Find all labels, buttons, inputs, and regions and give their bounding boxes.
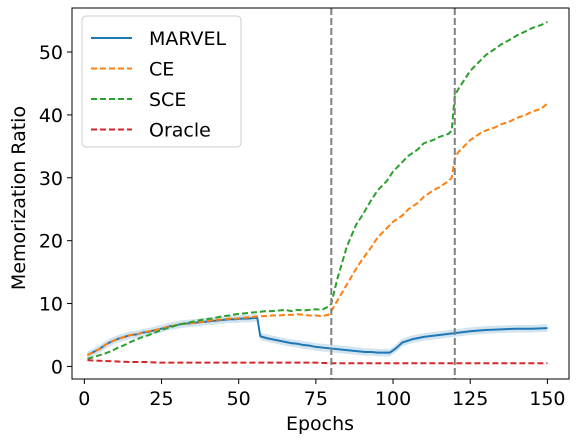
x-tick-label-25: 25 <box>149 388 173 410</box>
y-tick-label-50: 50 <box>39 42 63 64</box>
series-line-ce <box>86 102 549 356</box>
x-tick-label-50: 50 <box>227 388 251 410</box>
x-tick-label-75: 75 <box>304 388 328 410</box>
x-axis-label: Epochs <box>286 413 354 435</box>
y-tick-label-0: 0 <box>51 356 63 378</box>
axes: 0 25 50 75 100 125 150 0 10 20 30 40 50 <box>39 7 570 410</box>
series-line-oracle <box>87 359 548 365</box>
series-group <box>86 20 549 365</box>
legend-label-ce: CE <box>149 59 174 81</box>
legend-label-marvel: MARVEL <box>149 28 227 50</box>
y-tick-label-10: 10 <box>39 294 63 316</box>
legend: MARVEL CE SCE Oracle <box>81 15 242 148</box>
x-tick-label-125: 125 <box>452 388 488 410</box>
y-tick-label-40: 40 <box>39 105 63 127</box>
legend-box <box>81 15 242 148</box>
x-tick-label-150: 150 <box>529 388 565 410</box>
y-axis-label: Memorization Ratio <box>8 106 30 290</box>
series-band-marvel <box>87 313 548 359</box>
series-line-sce <box>87 20 548 360</box>
legend-label-sce: SCE <box>149 89 186 111</box>
x-tick-label-100: 100 <box>375 388 411 410</box>
y-tick-label-20: 20 <box>39 231 63 253</box>
x-tick-label-0: 0 <box>78 388 90 410</box>
y-tick-label-30: 30 <box>39 168 63 190</box>
plot-frame <box>71 7 570 380</box>
legend-label-oracle: Oracle <box>149 120 211 142</box>
plot-area <box>86 8 549 379</box>
